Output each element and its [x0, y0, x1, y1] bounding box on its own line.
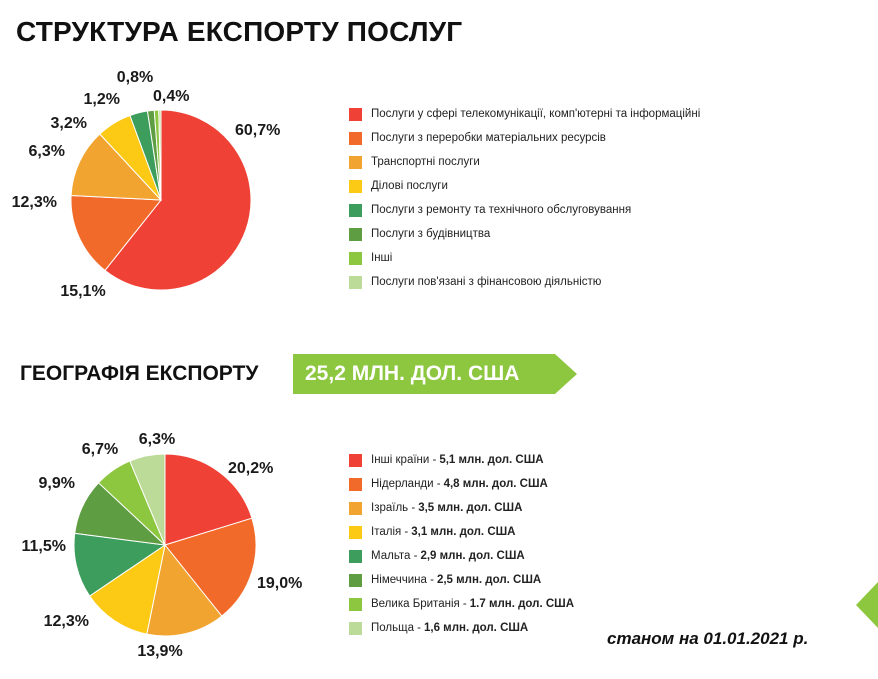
- legend-value: 1.7 млн. дол. США: [469, 598, 574, 610]
- slice-label: 12,3%: [44, 613, 89, 630]
- legend-value: 2,9 млн. дол. США: [420, 550, 525, 562]
- legend-item: Інші: [349, 246, 700, 270]
- export-total-banner: 25,2 МЛН. ДОЛ. США: [293, 354, 577, 394]
- slice-label: 0,8%: [117, 69, 153, 86]
- legend-item: Велика Британія -1.7 млн. дол. США: [349, 592, 574, 616]
- pie-slice: [88, 543, 166, 635]
- legend-item: Послуги пов'язані з фінансовою діяльніст…: [349, 270, 700, 294]
- legend-item: Ділові послуги: [349, 174, 700, 198]
- slice-label: 11,5%: [22, 538, 66, 555]
- legend-swatch: [349, 155, 362, 169]
- legend-label: Ділові послуги: [371, 180, 448, 192]
- legend-swatch: [349, 227, 362, 241]
- pie-slice: [146, 543, 223, 637]
- pie-slice: [164, 517, 257, 617]
- legend-swatch: [349, 453, 362, 467]
- pie-slice: [70, 133, 163, 201]
- slice-label: 20,2%: [228, 460, 273, 477]
- slice-label: 6,7%: [82, 441, 118, 458]
- legend-label: Послуги з будівництва: [371, 228, 491, 240]
- services-pie-chart: 60,7% 15,1% 12,3% 6,3% 3,2% 1,2% 0,8%0,4%: [12, 69, 281, 300]
- legend-swatch: [349, 549, 362, 563]
- legend-item: Німеччина -2,5 млн. дол. США: [349, 568, 574, 592]
- legend-label: Польща -: [371, 622, 421, 634]
- legend-label: Німеччина -: [371, 574, 434, 586]
- legend-item: Транспортні послуги: [349, 150, 700, 174]
- legend-label: Ізраїль -: [371, 502, 416, 514]
- pie-slice: [70, 194, 162, 272]
- legend-value: 5,1 млн. дол. США: [439, 454, 544, 466]
- legend-label: Нідерланди -: [371, 478, 441, 490]
- legend-swatch: [349, 179, 362, 193]
- slice-label: 3,2%: [51, 115, 87, 132]
- legend-value: 1,6 млн. дол. США: [424, 622, 529, 634]
- legend-label: Мальта -: [371, 550, 418, 562]
- slice-label: 6,3%: [139, 431, 175, 448]
- legend-item: Італія -3,1 млн. дол. США: [349, 520, 574, 544]
- legend-label: Транспортні послуги: [371, 156, 480, 168]
- legend-label: Італія -: [371, 526, 409, 538]
- legend-swatch: [349, 501, 362, 515]
- legend-item: Послуги з будівництва: [349, 222, 700, 246]
- legend-swatch: [349, 597, 362, 611]
- legend-item: Інші країни -5,1 млн. дол. США: [349, 448, 574, 472]
- pie-slice: [129, 453, 166, 546]
- legend-label: Інші країни -: [371, 454, 437, 466]
- legend-swatch: [349, 621, 362, 635]
- slice-label: 1,2%: [84, 91, 120, 108]
- slice-label: 19,0%: [257, 575, 302, 592]
- geography-title: ГЕОГРАФІЯ ЕКСПОРТУ: [20, 362, 259, 385]
- slice-label: 0,4%: [153, 88, 189, 105]
- pie-slice: [158, 109, 162, 201]
- slice-label: 6,3%: [29, 143, 65, 160]
- pie-slice: [104, 109, 252, 291]
- legend-item: Послуги з переробки матеріальних ресурсі…: [349, 126, 700, 150]
- legend-swatch: [349, 107, 362, 121]
- legend-label: Велика Британія -: [371, 598, 467, 610]
- legend-swatch: [349, 477, 362, 491]
- legend-item: Послуги у сфері телекомунікації, комп'ют…: [349, 102, 700, 126]
- geography-pie-chart: 20,2% 19,0% 13,9% 12,3% 11,5% 9,9% 6,7% 6,3%: [22, 431, 303, 660]
- services-legend: Послуги у сфері телекомунікації, комп'ют…: [349, 102, 700, 294]
- pie-slice: [164, 453, 253, 546]
- date-note: станом на 01.01.2021 р.: [607, 629, 809, 648]
- legend-value: 4,8 млн. дол. США: [443, 478, 548, 490]
- legend-item: Послуги з ремонту та технічного обслугов…: [349, 198, 700, 222]
- slice-label: 12,3%: [12, 194, 57, 211]
- legend-item: Польща -1,6 млн. дол. США: [349, 616, 574, 640]
- legend-label: Послуги з переробки матеріальних ресурсі…: [371, 132, 606, 144]
- geography-legend: Інші країни -5,1 млн. дол. США Нідерланди…: [349, 448, 574, 640]
- legend-label: Послуги з ремонту та технічного обслугов…: [371, 204, 632, 216]
- legend-value: 3,1 млн. дол. США: [411, 526, 516, 538]
- legend-item: Ізраїль -3,5 млн. дол. США: [349, 496, 574, 520]
- legend-label: Послуги пов'язані з фінансовою діяльніст…: [371, 276, 602, 288]
- legend-swatch: [349, 251, 362, 265]
- pie-slice: [73, 532, 167, 597]
- prev-arrow-icon[interactable]: [856, 582, 878, 628]
- legend-swatch: [349, 573, 362, 587]
- legend-swatch: [349, 203, 362, 217]
- slice-label: 15,1%: [60, 283, 105, 300]
- legend-item: Нідерланди -4,8 млн. дол. США: [349, 472, 574, 496]
- page-title: СТРУКТУРА ЕКСПОРТУ ПОСЛУГ: [16, 16, 463, 47]
- legend-label: Інші: [371, 252, 393, 264]
- legend-value: 2,5 млн. дол. США: [436, 574, 542, 586]
- legend-label: Послуги у сфері телекомунікації, комп'ют…: [371, 108, 701, 120]
- legend-item: Мальта -2,9 млн. дол. США: [349, 544, 574, 568]
- slice-label: 13,9%: [137, 643, 182, 660]
- slice-label: 60,7%: [235, 122, 280, 139]
- legend-value: 3,5 млн. дол. США: [418, 502, 523, 514]
- legend-swatch: [349, 131, 362, 145]
- slice-label: 9,9%: [39, 475, 75, 492]
- legend-swatch: [349, 275, 362, 289]
- legend-swatch: [349, 525, 362, 539]
